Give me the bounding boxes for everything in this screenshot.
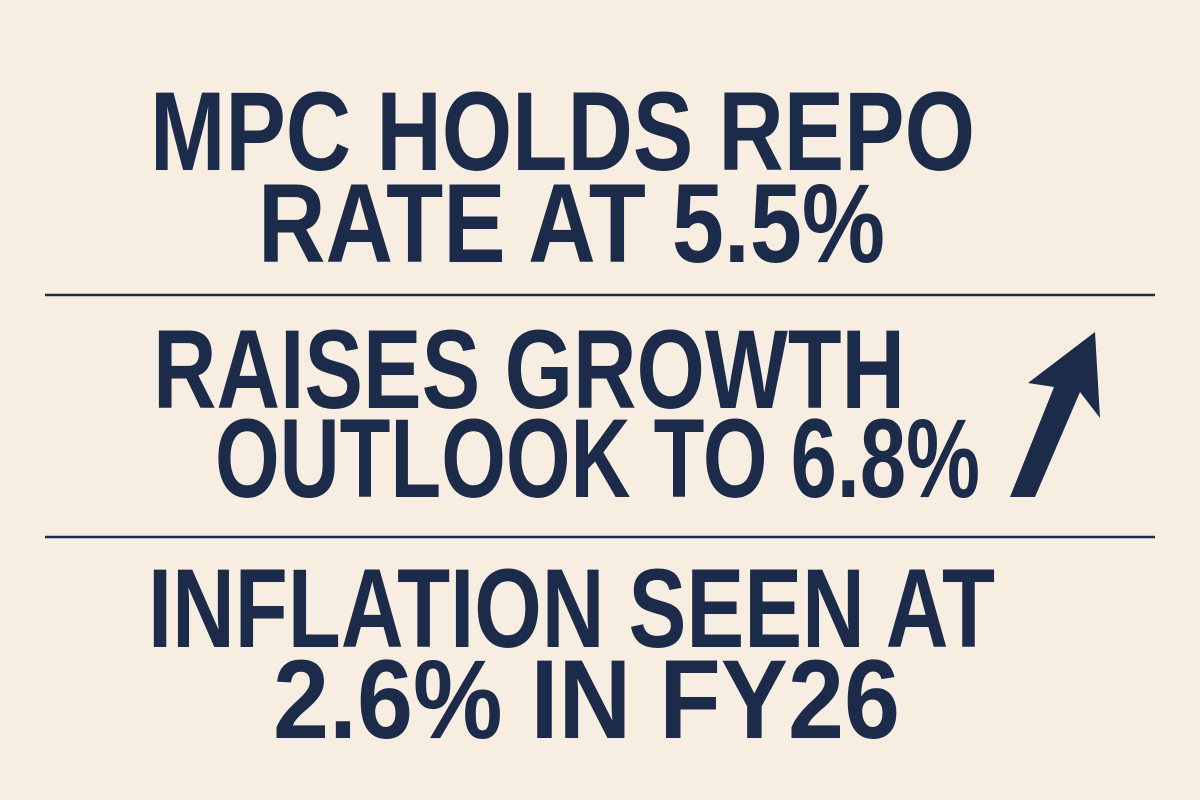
headline-line: 2.6% IN FY26 bbox=[273, 637, 900, 762]
headline-line: OUTLOOK TO 6.8% bbox=[215, 396, 980, 521]
headline-line: MPC HOLDS REPO bbox=[150, 69, 975, 194]
headline-line: RATE AT 5.5% bbox=[258, 161, 885, 286]
headline-line: INFLATION SEEN AT bbox=[148, 546, 995, 671]
headline-line: RAISES GROWTH bbox=[153, 307, 905, 432]
up-arrow bbox=[1010, 332, 1100, 497]
